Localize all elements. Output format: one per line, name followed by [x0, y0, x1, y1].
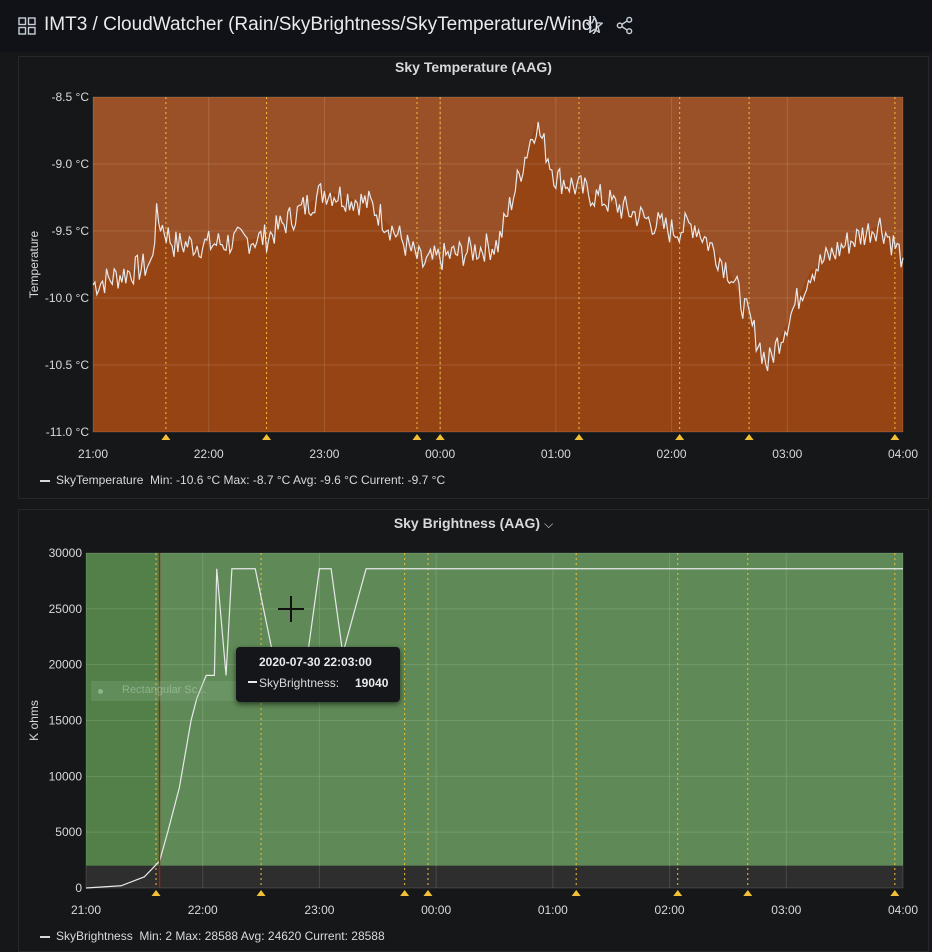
tooltip-value: 19040 [355, 676, 389, 690]
annotation-marker-icon [743, 890, 753, 896]
x-tick-label: 23:00 [309, 447, 339, 461]
annotation-marker-icon [400, 890, 410, 896]
crosshair-cursor-icon [278, 596, 304, 622]
sky-brightness-legend[interactable]: SkyBrightness Min: 2 Max: 28588 Avg: 246… [40, 929, 385, 943]
legend-series-name: SkyBrightness [56, 929, 133, 943]
annotation-marker-icon [673, 890, 683, 896]
tooltip-series-name: SkyBrightness: [259, 676, 340, 690]
y-tick-label: -8.5 °C [52, 90, 90, 104]
series-area-fill [93, 123, 903, 433]
x-tick-label: 22:00 [188, 903, 218, 917]
panel-title[interactable]: Sky Temperature (AAG) [395, 59, 552, 75]
legend-stats: Min: 2 Max: 28588 Avg: 24620 Current: 28… [139, 929, 385, 943]
y-tick-label: 10000 [49, 769, 83, 783]
dashboard-header: IMT3 / CloudWatcher (Rain/SkyBrightness/… [0, 0, 932, 52]
series-line [85, 568, 903, 889]
y-tick-label: 0 [75, 881, 82, 895]
sky-brightness-chart: 30000 25000 20000 15000 10000 5000 0 21:00 22:00… [27, 546, 918, 917]
y-tick-label: -10.5 °C [45, 358, 89, 372]
dashboard-title[interactable]: IMT3 / CloudWatcher (Rain/SkyBrightness/… [44, 14, 599, 35]
annotation-marker-icon [890, 890, 900, 896]
y-axis-label: K ohms [27, 700, 41, 741]
dashboard-grid-icon[interactable] [18, 17, 36, 35]
tooltip-time: 2020-07-30 22:03:00 [259, 655, 372, 669]
threshold-band [86, 865, 903, 888]
time-region-shading [86, 553, 160, 888]
y-tick-label: 15000 [49, 714, 83, 728]
y-axis-label: Temperature [27, 230, 41, 298]
chevron-down-icon[interactable]: ⌵ [544, 517, 554, 531]
annotation-marker-icon [151, 890, 161, 896]
x-tick-label: 21:00 [78, 447, 108, 461]
legend-series-name: SkyTemperature [56, 473, 144, 487]
y-tick-label: 30000 [49, 546, 83, 560]
y-tick-label: -10.0 °C [45, 291, 89, 305]
y-tick-label: -11.0 °C [46, 425, 90, 439]
annotation-marker-icon [574, 434, 584, 440]
y-tick-label: 25000 [49, 602, 83, 616]
ghost-label: Rectangular Sc... [122, 684, 207, 696]
annotation-marker-icon [435, 434, 445, 440]
sky-temperature-chart: -8.5 °C -9.0 °C -9.5 °C -10.0 °C -10.5 °C -11… [27, 90, 918, 461]
x-tick-label: 02:00 [655, 903, 685, 917]
x-tick-label: 02:00 [657, 447, 687, 461]
x-tick-label: 22:00 [194, 447, 224, 461]
x-tick-label: 23:00 [304, 903, 334, 917]
annotation-marker-icon [161, 434, 171, 440]
annotation-marker-icon [675, 434, 685, 440]
x-tick-label: 01:00 [538, 903, 568, 917]
panel-title[interactable]: Sky Brightness (AAG) ⌵ [19, 515, 928, 532]
x-tick-label: 01:00 [541, 447, 571, 461]
x-tick-label: 21:00 [71, 903, 101, 917]
y-tick-label: -9.5 °C [52, 224, 90, 238]
star-icon[interactable] [585, 16, 604, 35]
y-tick-label: -9.0 °C [52, 157, 90, 171]
legend-stats: Min: -10.6 °C Max: -8.7 °C Avg: -9.6 °C … [150, 473, 446, 487]
tooltip-series-swatch [248, 681, 257, 683]
dragged-legend-ghost: Rectangular Sc... [91, 681, 261, 701]
y-tick-label: 20000 [49, 658, 83, 672]
sky-temperature-legend[interactable]: SkyTemperature Min: -10.6 °C Max: -8.7 °… [40, 473, 445, 487]
ghost-dot [98, 689, 103, 694]
x-tick-label: 04:00 [888, 903, 918, 917]
annotation-marker-icon [412, 434, 422, 440]
annotation-marker-icon [423, 890, 433, 896]
annotation-marker-icon [744, 434, 754, 440]
y-tick-label: 5000 [55, 825, 82, 839]
share-icon[interactable] [615, 16, 634, 35]
annotation-marker-icon [256, 890, 266, 896]
panel-title-text: Sky Brightness (AAG) [393, 515, 541, 531]
annotation-marker-icon [890, 434, 900, 440]
x-tick-label: 00:00 [425, 447, 455, 461]
series-line [92, 121, 904, 372]
annotation-marker-icon [571, 890, 581, 896]
legend-swatch [40, 935, 50, 938]
x-tick-label: 04:00 [888, 447, 918, 461]
x-tick-label: 03:00 [772, 447, 802, 461]
x-tick-label: 00:00 [421, 903, 451, 917]
x-tick-label: 03:00 [771, 903, 801, 917]
graph-tooltip: 2020-07-30 22:03:00 SkyBrightness: 19040 [236, 647, 400, 702]
annotation-marker-icon [262, 434, 272, 440]
plot-background [86, 553, 903, 888]
legend-swatch [40, 479, 50, 482]
